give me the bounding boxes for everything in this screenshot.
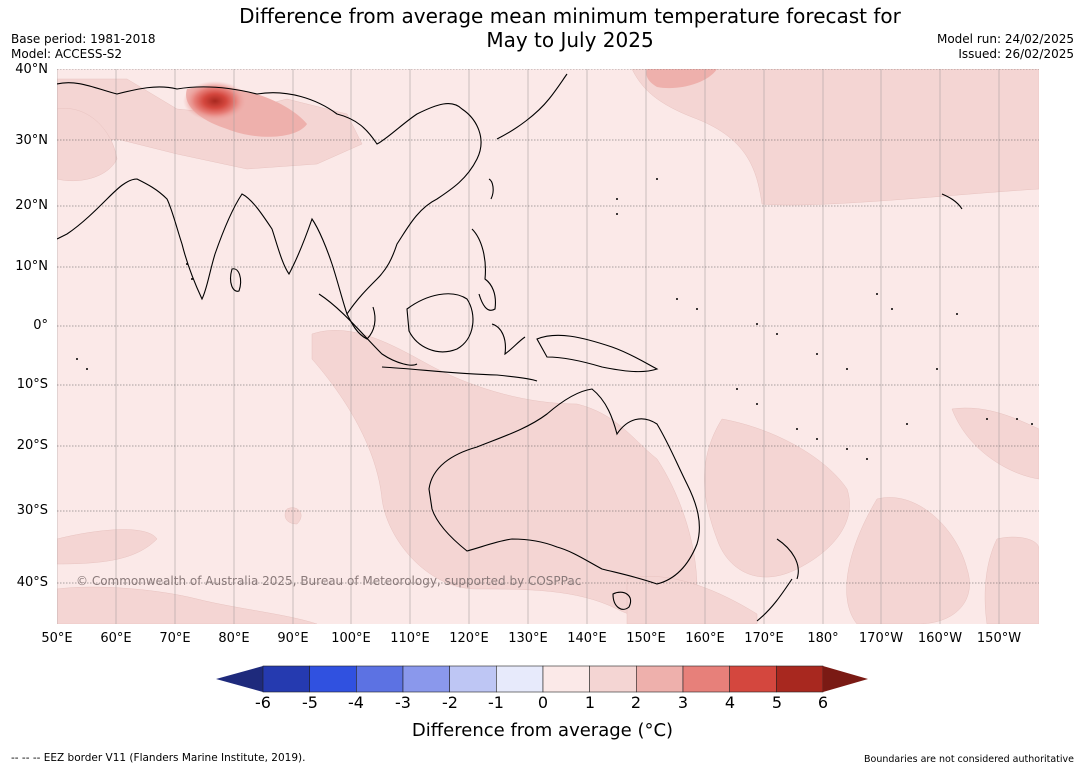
graticule [57,69,1039,624]
title-line-2: May to July 2025 [486,28,654,52]
model-name: Model: ACCESS-S2 [11,47,123,61]
colorbar-tick: -3 [395,693,411,712]
boundaries-note: Boundaries are not considered authoritat… [864,754,1074,765]
colorbar-tick: 2 [630,693,642,712]
map-title: Difference from average mean minimum tem… [0,4,1085,52]
lat-label-20n: 20°N [15,198,48,213]
colorbar-cell [496,665,544,693]
lat-label-10s: 10°S [16,377,48,392]
lon-label-70e: 70°E [159,631,191,646]
anomaly-1-2-regions [57,69,1039,624]
colorbar-tick: 0 [537,693,549,712]
lon-label-110e: 110°E [390,631,430,646]
eez-note: -- -- -- EEZ border V11 (Flanders Marine… [11,752,306,764]
hot-spot-anomaly [183,81,247,121]
colorbar-tick: 3 [677,693,689,712]
lon-label-130e: 130°E [508,631,548,646]
lat-label-40s: 40°S [16,575,48,590]
colorbar-min-arrow [216,666,263,692]
colorbar-cell [636,665,684,693]
colorbar-max-arrow [823,666,868,692]
forecast-map [57,69,1039,624]
lon-label-150e: 150°E [626,631,666,646]
lon-label-60e: 60°E [100,631,132,646]
colorbar-cell [729,665,777,693]
colorbar-tick: -5 [302,693,318,712]
run-info: Model run: 24/02/2025 Issued: 26/02/2025 [937,32,1074,62]
lon-label-150w: 150°W [976,631,1022,646]
lat-label-30s: 30°S [16,503,48,518]
base-period: Base period: 1981-2018 [11,32,156,46]
colorbar-cell [262,665,310,693]
colorbar-tick: 6 [817,693,829,712]
lat-label-20s: 20°S [16,438,48,453]
colorbar-cell [356,665,404,693]
colorbar-tick: -1 [488,693,504,712]
colorbar-tick: 1 [584,693,596,712]
colorbar-cell [542,665,590,693]
lat-label-40n: 40°N [15,62,48,77]
colorbar-cells [262,665,824,693]
lat-label-10n: 10°N [15,259,48,274]
lon-label-90e: 90°E [277,631,309,646]
lat-label-30n: 30°N [15,133,48,148]
issued-date: Issued: 26/02/2025 [958,47,1074,61]
lon-label-170w: 170°W [858,631,904,646]
colorbar-cell [776,665,824,693]
pacific-islands [76,178,1033,460]
model-run: Model run: 24/02/2025 [936,32,1074,46]
lon-label-120e: 120°E [449,631,489,646]
lon-label-160e: 160°E [685,631,725,646]
colorbar-tick: -2 [442,693,458,712]
colorbar-cell [449,665,497,693]
colorbar-cell [309,665,357,693]
lon-label-160w: 160°W [917,631,963,646]
title-line-1: Difference from average mean minimum tem… [239,4,901,28]
colorbar-cell [402,665,450,693]
colorbar-label: Difference from average (°C) [411,720,674,741]
colorbar [216,665,868,693]
colorbar-cell [589,665,637,693]
coastlines [57,73,963,622]
lon-label-80e: 80°E [218,631,250,646]
colorbar-tick: 5 [771,693,783,712]
map-copyright: © Commonwealth of Australia 2025, Bureau… [76,574,582,588]
lon-label-170e: 170°E [744,631,784,646]
model-info: Base period: 1981-2018 Model: ACCESS-S2 [11,32,156,62]
lat-label-0: 0° [33,318,48,333]
lon-label-140e: 140°E [567,631,607,646]
lon-label-180: 180° [807,631,839,646]
colorbar-tick: -6 [255,693,271,712]
colorbar-tick: -4 [348,693,364,712]
colorbar-cell [682,665,730,693]
lon-label-100e: 100°E [331,631,371,646]
colorbar-tick: 4 [724,693,736,712]
lon-label-50e: 50°E [41,631,73,646]
